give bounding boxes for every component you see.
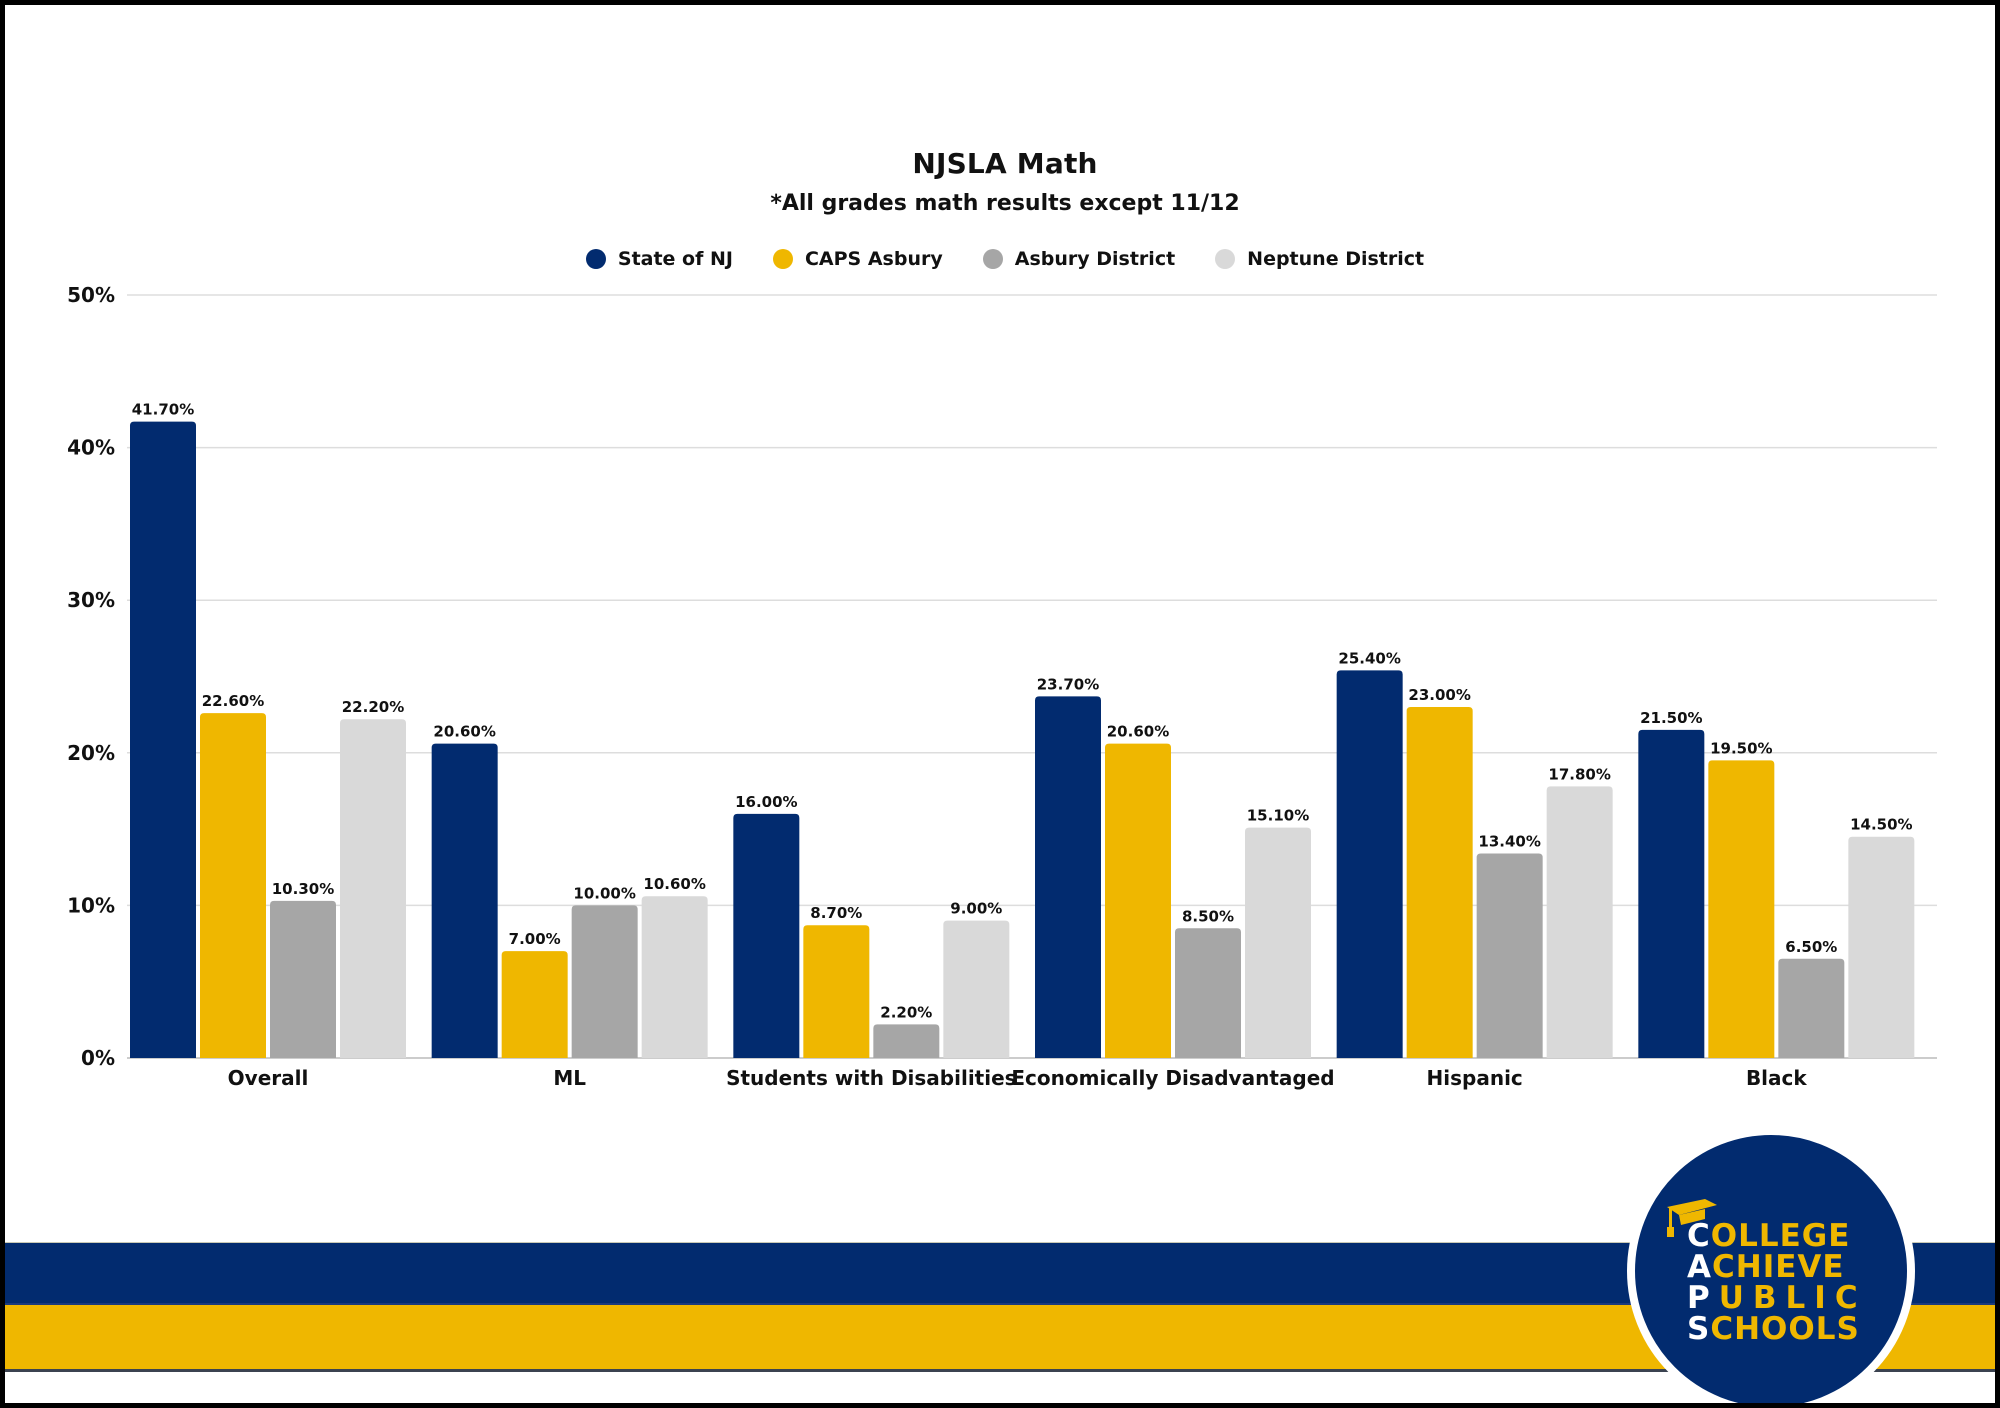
legend-swatch-state-nj <box>585 249 606 269</box>
legend-swatch-asbury-district <box>982 249 1003 269</box>
bar-asbury-district-students-with-disabilities <box>873 1024 940 1058</box>
category-label: Hispanic <box>1427 1066 1523 1090</box>
logo-text: COLLEGE ACHIEVE PUBLIC SCHOOLS <box>1687 1221 1867 1345</box>
legend-label: CAPS Asbury <box>804 248 943 270</box>
bar-state-of-nj-students-with-disabilities <box>733 813 800 1058</box>
bar-neptune-district-black <box>1848 836 1915 1058</box>
bar-neptune-district-economically-disadvantaged <box>1245 827 1311 1058</box>
bar-neptune-district-ml <box>641 896 708 1058</box>
data-label: 9.00% <box>950 900 1002 918</box>
category-label: Black <box>1746 1066 1807 1090</box>
category-label: Students with Disabilities <box>726 1066 1016 1090</box>
logo-line: ACHIEVE <box>1687 1249 1845 1285</box>
legend-label: State of NJ <box>617 248 733 270</box>
legend-item-state-nj: State of NJ <box>585 248 733 270</box>
logo-line: PUBLIC <box>1687 1280 1867 1316</box>
data-label: 13.40% <box>1478 833 1540 851</box>
y-tick-label: 40% <box>67 436 115 460</box>
legend-item-caps-asbury: CAPS Asbury <box>772 248 943 270</box>
data-label: 20.60% <box>1107 723 1169 741</box>
bar-state-of-nj-economically-disadvantaged <box>1035 696 1101 1058</box>
legend-item-asbury-district: Asbury District <box>982 248 1176 270</box>
y-tick-label: 30% <box>67 588 115 612</box>
category-label: ML <box>553 1066 586 1090</box>
data-label: 7.00% <box>509 930 561 948</box>
bar-state-of-nj-hispanic <box>1336 670 1403 1058</box>
data-label: 10.30% <box>272 880 334 898</box>
x-axis-categories: Overall ML Students with DisabilitiesEcono… <box>228 1066 1808 1090</box>
bar-caps-asbury-ml <box>501 951 568 1058</box>
data-label: 41.70% <box>132 401 194 419</box>
bar-caps-asbury-black <box>1708 760 1775 1058</box>
caps-logo: COLLEGE ACHIEVE PUBLIC SCHOOLS <box>1627 1127 1915 1403</box>
y-tick-label: 50% <box>67 283 115 307</box>
graduation-cap-icon <box>1667 1199 1717 1237</box>
data-label: 22.60% <box>202 692 264 710</box>
data-label: 8.50% <box>1182 907 1234 925</box>
legend-swatch-neptune-district <box>1215 249 1236 269</box>
data-label: 25.40% <box>1338 649 1400 667</box>
bar-caps-asbury-overall <box>200 713 266 1058</box>
data-label: 10.00% <box>573 884 635 902</box>
legend-swatch-caps-asbury <box>772 249 793 269</box>
y-tick-label: 0% <box>81 1046 115 1070</box>
bar-state-of-nj-black <box>1638 729 1705 1058</box>
data-label: 15.10% <box>1247 807 1309 825</box>
bar-asbury-district-overall <box>270 900 336 1058</box>
data-label: 23.70% <box>1037 675 1099 693</box>
data-label: 17.80% <box>1548 765 1610 783</box>
data-label: 22.20% <box>342 698 404 716</box>
data-label: 10.60% <box>643 875 705 893</box>
data-label: 23.00% <box>1408 686 1470 704</box>
bar-caps-asbury-students-with-disabilities <box>803 925 870 1058</box>
y-tick-label: 10% <box>67 893 115 917</box>
data-label: 14.50% <box>1850 816 1912 834</box>
bar-state-of-nj-ml <box>431 743 498 1058</box>
category-label: Overall <box>228 1066 309 1090</box>
bar-asbury-district-black <box>1778 958 1845 1058</box>
data-labels: 41.70% 22.60% 10.30% 22.20% 20.60% 7.00% 10.00… <box>132 401 1913 1022</box>
data-label: 20.60% <box>433 723 495 741</box>
bar-caps-asbury-hispanic <box>1406 707 1473 1058</box>
data-label: 6.50% <box>1785 938 1837 956</box>
legend-label: Neptune District <box>1247 248 1425 270</box>
gridlines <box>127 294 1937 1059</box>
bar-asbury-district-hispanic <box>1476 853 1543 1058</box>
y-tick-label: 20% <box>67 741 115 765</box>
data-label: 21.50% <box>1640 709 1702 727</box>
logo-line: SCHOOLS <box>1687 1311 1860 1347</box>
slide-frame: NJSLA Math *All grades math results exce… <box>5 5 1995 1403</box>
data-label: 19.50% <box>1710 739 1772 757</box>
logo-line: COLLEGE <box>1687 1218 1851 1254</box>
chart-subtitle: *All grades math results except 11/12 <box>770 191 1240 216</box>
bars <box>130 421 1915 1059</box>
data-label: 2.20% <box>880 1003 932 1021</box>
bar-neptune-district-students-with-disabilities <box>943 920 1010 1058</box>
bar-caps-asbury-economically-disadvantaged <box>1105 743 1171 1058</box>
bar-chart: 0% 10% 20% 30% 40% 50% 41.70% 22.60% 10.30% 22.2… <box>67 283 1937 1090</box>
bar-asbury-district-economically-disadvantaged <box>1175 928 1241 1058</box>
bar-neptune-district-overall <box>340 719 406 1058</box>
data-label: 8.70% <box>810 904 862 922</box>
legend-label: Asbury District <box>1014 248 1176 270</box>
bar-state-of-nj-overall <box>130 421 196 1059</box>
data-label: 16.00% <box>735 793 797 811</box>
chart-title: NJSLA Math <box>912 147 1098 180</box>
chart-legend: State of NJ CAPS Asbury Asbury District … <box>5 248 1995 270</box>
bar-neptune-district-hispanic <box>1546 786 1613 1058</box>
y-axis-ticks: 0% 10% 20% 30% 40% 50% <box>67 283 115 1070</box>
category-label: Economically Disadvantaged <box>1011 1066 1334 1090</box>
legend-item-neptune-district: Neptune District <box>1215 248 1424 270</box>
bar-asbury-district-ml <box>571 905 638 1058</box>
